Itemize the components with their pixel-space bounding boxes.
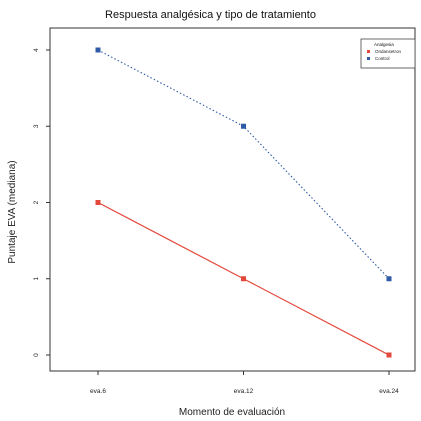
- data-point-control: [241, 123, 246, 129]
- x-tick-label: eva.12: [234, 388, 254, 395]
- data-point-ondansetron: [95, 200, 101, 205]
- legend-label: Ondansetron: [375, 49, 402, 54]
- x-tick-label: eva.6: [90, 388, 106, 395]
- data-point-ondansetron: [386, 352, 392, 358]
- x-axis-label: Momento de evaluación: [179, 407, 285, 418]
- y-tick-label: 2: [33, 200, 40, 204]
- legend-marker: [367, 50, 370, 53]
- y-axis-label: Puntaje EVA (mediana): [7, 160, 18, 263]
- legend-label: Control: [375, 56, 390, 61]
- y-tick-label: 1: [33, 277, 40, 281]
- x-tick-label: eva.24: [379, 388, 399, 395]
- series-line-control: [97, 49, 390, 280]
- y-tick-label: 4: [33, 48, 40, 52]
- data-point-control: [386, 276, 392, 282]
- chart-title: Respuesta analgésica y tipo de tratamien…: [105, 9, 316, 21]
- y-tick-label: 0: [33, 353, 40, 357]
- data-point-control: [95, 47, 101, 53]
- legend-box: [360, 38, 416, 69]
- y-tick-label: 3: [33, 124, 40, 128]
- legend-title: Analgesia: [374, 42, 394, 47]
- legend-marker: [367, 57, 370, 60]
- plot-area-border: [49, 27, 416, 372]
- data-point-ondansetron: [241, 276, 246, 282]
